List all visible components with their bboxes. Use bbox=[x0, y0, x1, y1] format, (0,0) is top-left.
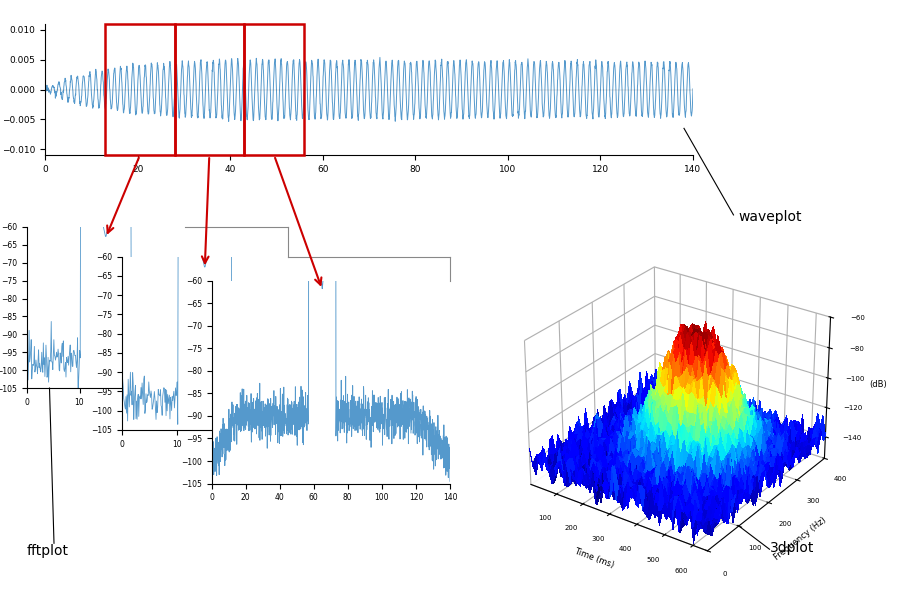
Text: fftplot: fftplot bbox=[27, 544, 69, 558]
Text: 3dplot: 3dplot bbox=[770, 541, 814, 555]
Bar bbox=[175, 24, 244, 155]
X-axis label: Time (ms): Time (ms) bbox=[572, 547, 615, 570]
Bar bbox=[244, 24, 304, 155]
Bar bbox=[105, 24, 175, 155]
Y-axis label: Frequency (Hz): Frequency (Hz) bbox=[772, 515, 828, 562]
Text: waveplot: waveplot bbox=[738, 210, 802, 224]
